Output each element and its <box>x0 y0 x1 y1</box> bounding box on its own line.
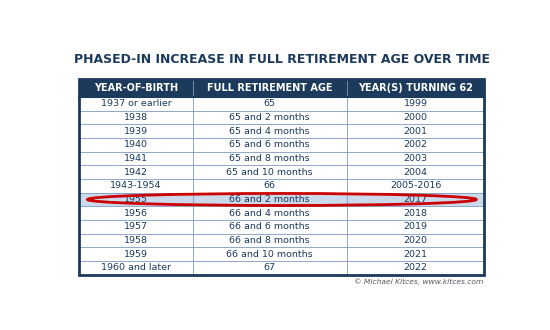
Bar <box>79 220 485 234</box>
Text: 66 and 6 months: 66 and 6 months <box>229 222 310 231</box>
Text: 1941: 1941 <box>124 154 148 163</box>
Text: 2019: 2019 <box>404 222 427 231</box>
Text: 66 and 8 months: 66 and 8 months <box>229 236 310 245</box>
Text: 1938: 1938 <box>124 113 148 122</box>
Text: 1937 or earlier: 1937 or earlier <box>101 99 172 108</box>
Bar <box>79 234 485 247</box>
Text: 1939: 1939 <box>124 127 148 136</box>
Text: 2005-2016: 2005-2016 <box>390 181 441 190</box>
Bar <box>79 111 485 124</box>
Text: 66 and 2 months: 66 and 2 months <box>229 195 310 204</box>
Bar <box>79 138 485 152</box>
Text: 2003: 2003 <box>404 154 427 163</box>
Text: 2001: 2001 <box>404 127 427 136</box>
Text: 1940: 1940 <box>124 140 148 149</box>
Bar <box>79 193 485 206</box>
Text: 1955: 1955 <box>124 195 148 204</box>
Text: © Michael Kitces, www.kitces.com: © Michael Kitces, www.kitces.com <box>354 279 483 285</box>
Text: 1999: 1999 <box>404 99 427 108</box>
Bar <box>79 179 485 193</box>
Text: 66: 66 <box>264 181 276 190</box>
Text: 2002: 2002 <box>404 140 427 149</box>
Text: YEAR-OF-BIRTH: YEAR-OF-BIRTH <box>94 83 178 93</box>
Text: 65 and 10 months: 65 and 10 months <box>227 168 313 177</box>
Text: 1942: 1942 <box>124 168 148 177</box>
Bar <box>79 79 485 275</box>
Text: 66 and 10 months: 66 and 10 months <box>227 249 313 259</box>
Text: 1957: 1957 <box>124 222 148 231</box>
Bar <box>79 247 485 261</box>
Text: FULL RETIREMENT AGE: FULL RETIREMENT AGE <box>207 83 333 93</box>
Text: 1956: 1956 <box>124 209 148 218</box>
Text: 1960 and later: 1960 and later <box>101 263 171 272</box>
Bar <box>79 79 485 97</box>
Bar <box>79 261 485 275</box>
Text: PHASED-IN INCREASE IN FULL RETIREMENT AGE OVER TIME: PHASED-IN INCREASE IN FULL RETIREMENT AG… <box>74 53 490 66</box>
Text: 2004: 2004 <box>404 168 427 177</box>
Text: 2022: 2022 <box>404 263 427 272</box>
Text: 66 and 4 months: 66 and 4 months <box>229 209 310 218</box>
Text: 2000: 2000 <box>404 113 427 122</box>
Text: 65 and 2 months: 65 and 2 months <box>229 113 310 122</box>
Bar <box>79 97 485 111</box>
Text: 1959: 1959 <box>124 249 148 259</box>
Text: 1958: 1958 <box>124 236 148 245</box>
Text: YEAR(S) TURNING 62: YEAR(S) TURNING 62 <box>358 83 473 93</box>
Bar <box>79 152 485 165</box>
Text: 2017: 2017 <box>404 195 427 204</box>
Bar <box>79 165 485 179</box>
Text: 2021: 2021 <box>404 249 427 259</box>
Text: 65 and 4 months: 65 and 4 months <box>229 127 310 136</box>
Bar <box>79 124 485 138</box>
Bar <box>79 206 485 220</box>
Text: 2018: 2018 <box>404 209 427 218</box>
Text: 1943-1954: 1943-1954 <box>111 181 162 190</box>
Text: 65 and 6 months: 65 and 6 months <box>229 140 310 149</box>
Text: 65: 65 <box>264 99 276 108</box>
Text: 2020: 2020 <box>404 236 427 245</box>
Text: 67: 67 <box>264 263 276 272</box>
Text: 65 and 8 months: 65 and 8 months <box>229 154 310 163</box>
